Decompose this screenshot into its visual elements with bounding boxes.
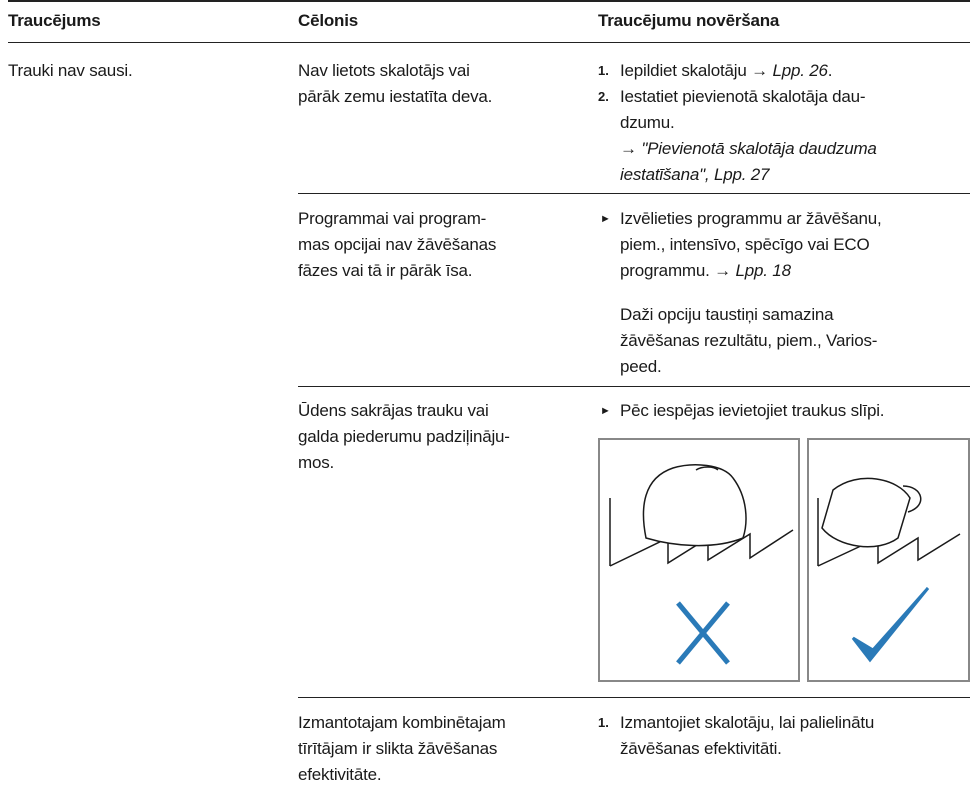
step-number: 2.: [598, 89, 609, 104]
step-text: Iestatiet pievienotā skalotāja dau-: [620, 87, 866, 106]
cause-line: Programmai vai program-: [298, 209, 487, 228]
cause-line: fāzes vai tā ir pārāk īsa.: [298, 261, 473, 280]
step-ref: → "Pievienotā skalotāja daudzuma: [620, 139, 877, 158]
cause-line: tīrītājam ir slikta žāvēšanas: [298, 739, 498, 758]
header-cell: Cēlonis: [298, 11, 359, 30]
step-number: 1.: [598, 715, 609, 730]
cause-line: Izmantotajam kombinētajam: [298, 713, 506, 732]
step-number: 1.: [598, 63, 609, 78]
step-text: dzumu.: [620, 113, 675, 132]
step-text: Izvēlieties programmu ar žāvēšanu,: [620, 209, 882, 228]
text: programmu. →: [620, 261, 731, 280]
text: Iepildiet skalotāju →: [620, 61, 768, 80]
ref: Lpp. 18: [735, 261, 792, 280]
bullet: ►: [600, 405, 611, 417]
row-rule: [298, 697, 970, 698]
cause-line: efektivitāte.: [298, 765, 382, 784]
ref: Lpp. 26: [772, 61, 828, 80]
top-rule: [8, 0, 970, 2]
step-text: Iepildiet skalotāju → Lpp. 26.: [620, 58, 833, 84]
note-line: Daži opciju taustiņi samazina: [620, 305, 834, 324]
note-line: žāvēšanas rezultātu, piem., Varios-: [620, 331, 878, 350]
cause-line: mas opcijai nav žāvēšanas: [298, 235, 497, 254]
row-rule: [298, 193, 970, 194]
cause-line: Nav lietots skalotājs vai: [298, 61, 470, 80]
step-ref: iestatīšana", Lpp. 27: [620, 165, 770, 184]
text: .: [827, 61, 833, 80]
step-text: piem., intensīvo, spēcīgo vai ECO: [620, 235, 870, 254]
step-text: programmu. → Lpp. 18: [620, 258, 791, 284]
cause-line: galda piederumu padziļināju-: [298, 427, 510, 446]
fault: Trauki nav sausi.: [8, 61, 133, 80]
note-line: peed.: [620, 357, 662, 376]
step-text: Pēc iespējas ievietojiet traukus slīpi.: [620, 401, 885, 420]
header-rule: [8, 42, 970, 43]
cause-line: pārāk zemu iestatīta deva.: [298, 87, 493, 106]
cause-line: Ūdens sakrājas trauku vai: [298, 401, 489, 420]
cause-line: mos.: [298, 453, 335, 472]
illustration: [598, 438, 970, 682]
step-text: Izmantojiet skalotāju, lai palielinātu: [620, 713, 875, 732]
step-text: žāvēšanas efektivitāti.: [620, 739, 782, 758]
header-cell: Traucējums: [8, 11, 101, 30]
row-rule: [298, 386, 970, 387]
bullet: ►: [600, 213, 611, 225]
header-cell: Traucējumu novēršana: [598, 11, 780, 30]
